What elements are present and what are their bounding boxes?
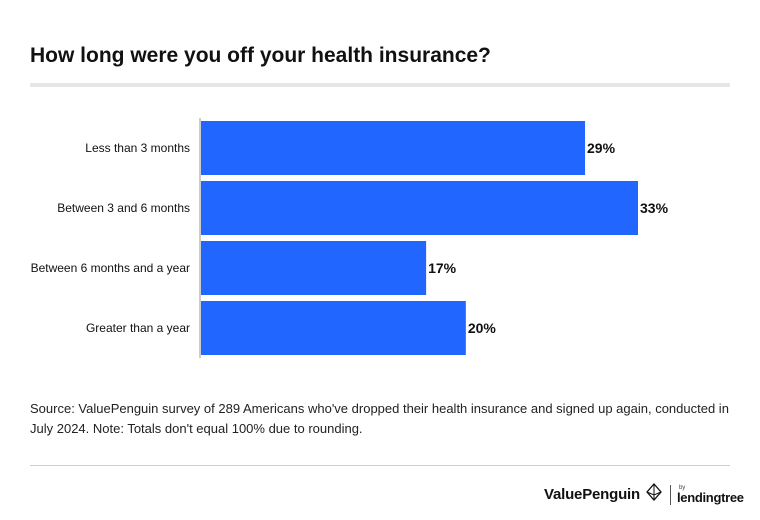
category-label: Between 6 months and a year	[31, 261, 190, 275]
brand-logos: ValuePenguin by lendingtree	[544, 483, 744, 506]
lendingtree-logo: by lendingtree	[677, 485, 744, 504]
data-label: 20%	[468, 320, 497, 336]
data-label: 17%	[428, 260, 457, 276]
bar	[201, 181, 638, 235]
category-label: Less than 3 months	[85, 141, 190, 155]
partner-by-label: by	[678, 485, 686, 491]
bar	[201, 121, 586, 175]
data-label: 33%	[640, 200, 669, 216]
category-label: Between 3 and 6 months	[57, 201, 190, 215]
bar	[201, 301, 466, 355]
footer-divider	[30, 465, 730, 466]
chart-title: How long were you off your health insura…	[30, 44, 491, 67]
data-label: 29%	[587, 140, 616, 156]
logo-divider	[669, 484, 671, 505]
title-divider	[30, 83, 730, 87]
lendingtree-logo-text: lendingtree	[676, 490, 744, 505]
penguin-diamond-icon	[646, 483, 662, 506]
bar	[201, 241, 427, 295]
category-label: Greater than a year	[86, 321, 190, 335]
source-note: Source: ValuePenguin survey of 289 Ameri…	[30, 401, 729, 436]
bar-chart: Less than 3 months 29% Between 3 and 6 mon…	[31, 118, 669, 358]
valuepenguin-logo-text: ValuePenguin	[544, 486, 640, 503]
